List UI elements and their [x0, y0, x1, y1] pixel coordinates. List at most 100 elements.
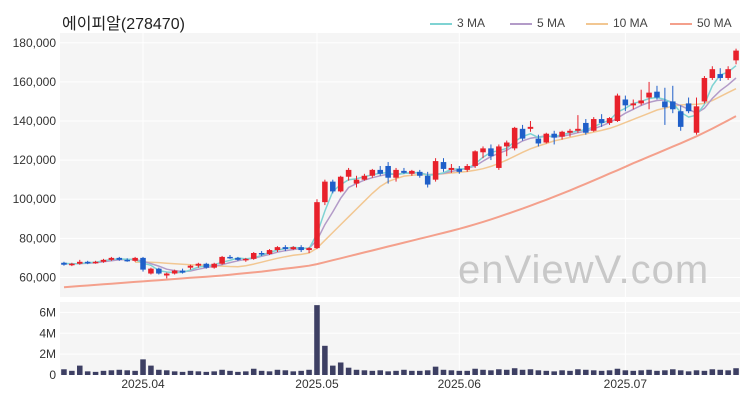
candle-body [646, 92, 652, 98]
volume-bar [472, 368, 478, 375]
legend-swatch-5ma [510, 22, 532, 25]
volume-bar [630, 370, 637, 375]
candle-body [464, 165, 470, 170]
candle-body [701, 77, 708, 102]
candle-body [345, 169, 352, 177]
candle-body [235, 257, 241, 260]
candle-body [227, 256, 233, 259]
candle-body [282, 247, 289, 250]
candle-body [69, 263, 75, 266]
volume-bar [496, 369, 502, 375]
candle-body [614, 95, 621, 121]
volume-tick-label: 6M [39, 305, 56, 319]
y-tick-label: 160,000 [13, 75, 57, 89]
volume-bar [148, 365, 154, 375]
watermark: enViewV.com [458, 248, 710, 292]
candle-body [116, 257, 123, 260]
legend-swatch-10ma [586, 22, 608, 25]
candle-body [393, 169, 399, 178]
candle-body [638, 100, 644, 104]
volume-bar [511, 368, 518, 375]
volume-bar [393, 370, 399, 375]
volume-bar [250, 368, 257, 375]
legend-item-3ma: 3 MA [430, 16, 485, 30]
volume-bar [377, 370, 383, 375]
volume-bar [575, 369, 581, 375]
volume-bar [163, 370, 170, 375]
volume-bar [622, 370, 629, 375]
volume-bar [132, 370, 138, 375]
candle-body [337, 176, 344, 192]
volume-bar [527, 369, 534, 375]
volume-bar [440, 369, 447, 375]
candle-body [298, 247, 304, 251]
volume-bar [116, 369, 123, 375]
legend-label-50ma: 50 MA [697, 16, 732, 30]
x-tick-label: 2025.05 [295, 377, 339, 391]
volume-bar [77, 365, 83, 375]
legend-label-5ma: 5 MA [537, 16, 566, 30]
volume-bar [353, 369, 360, 375]
candle-body [496, 146, 502, 168]
legend-label-10ma: 10 MA [613, 16, 648, 30]
volume-bar [701, 370, 708, 375]
legend-item-50ma: 50 MA [670, 16, 732, 30]
candle-body [535, 138, 542, 144]
volume-bar [685, 371, 692, 375]
volume-bar [464, 370, 470, 375]
candle-body [440, 162, 447, 169]
candle-body [511, 127, 518, 149]
legend-item-10ma: 10 MA [586, 16, 648, 30]
y-tick-label: 120,000 [13, 153, 57, 167]
candle-body [258, 253, 265, 255]
candle-body [519, 128, 526, 139]
candle-body [187, 265, 194, 268]
candle-body [369, 169, 376, 176]
volume-bar [598, 370, 605, 375]
volume-bar [662, 370, 668, 375]
volume-bar [519, 369, 526, 375]
volume-bar [84, 371, 91, 375]
volume-tick-label: 2M [39, 347, 56, 361]
candle-body [203, 263, 210, 268]
candle-body [61, 262, 67, 265]
volume-bar [322, 345, 328, 375]
volume-bar [725, 370, 731, 375]
candle-body [480, 148, 486, 153]
volume-bar [298, 370, 304, 375]
volume-bar [535, 370, 542, 375]
volume-bar [543, 370, 550, 375]
volume-bar [258, 370, 265, 375]
volume-bar [369, 370, 376, 375]
candle-body [503, 142, 510, 147]
candle-body [195, 263, 202, 266]
volume-bar [203, 371, 210, 375]
volume-bar [266, 371, 273, 375]
volume-bar [282, 370, 289, 375]
candle-body [77, 261, 83, 264]
candle-body [306, 248, 312, 251]
volume-bar [330, 365, 336, 375]
volume-bar [456, 370, 463, 375]
volume-bar [179, 371, 186, 375]
volume-bar [551, 371, 557, 375]
volume-bar [654, 370, 660, 375]
volume-bar [92, 371, 99, 375]
candle-body [583, 122, 589, 133]
y-tick-label: 60,000 [19, 270, 56, 284]
candle-body [662, 101, 668, 108]
candle-body [725, 69, 731, 78]
volume-bar [171, 371, 178, 375]
y-tick-label: 180,000 [13, 36, 57, 50]
volume-bar [448, 370, 455, 375]
candle-body [92, 261, 99, 264]
candle-body [140, 257, 146, 270]
volume-bar [187, 370, 194, 375]
candle-body [448, 167, 455, 170]
volume-bar [583, 369, 589, 375]
volume-bar [156, 369, 162, 375]
candle-body [677, 111, 684, 127]
candle-body [472, 151, 478, 166]
candle-body [654, 91, 660, 98]
